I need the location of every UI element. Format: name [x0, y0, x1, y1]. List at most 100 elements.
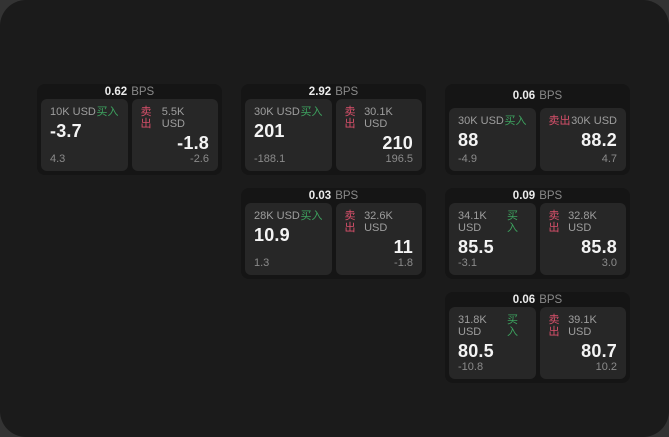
- sell-change: 10.2: [595, 361, 617, 373]
- buy-tile[interactable]: 30K USD 买入 201 -188.1: [245, 99, 332, 171]
- bps-value: 0.09: [512, 189, 536, 202]
- buy-side-label: 买入: [300, 210, 323, 222]
- sell-price: 88.2: [581, 130, 617, 150]
- quote-card: 0.03 BPS 28K USD 买入 10.9 1.3 卖出 32.6K US…: [241, 188, 426, 279]
- bps-unit-label: BPS: [539, 90, 563, 102]
- buy-size: 10K USD: [50, 106, 96, 118]
- buy-change: -4.9: [458, 153, 477, 165]
- sell-side-label: 卖出: [548, 210, 560, 234]
- sell-price: 11: [393, 237, 413, 257]
- buy-tile-header: 34.1K USD 买入: [458, 210, 527, 234]
- bps-value: 0.03: [308, 189, 332, 202]
- buy-price: 201: [254, 121, 285, 141]
- buy-price: 85.5: [458, 237, 494, 257]
- sell-tile-header: 卖出 39.1K USD: [549, 314, 618, 338]
- buy-price: 80.5: [458, 341, 494, 361]
- quote-card: 0.06 BPS 30K USD 买入 88 -4.9 卖出 30K USD: [445, 84, 630, 175]
- sell-tile-header: 卖出 5.5K USD: [141, 106, 210, 130]
- sell-size: 30K USD: [571, 115, 617, 127]
- buy-side-label: 买入: [504, 115, 527, 127]
- buy-change: 4.3: [50, 153, 66, 165]
- sell-tile-header: 卖出 32.6K USD: [345, 210, 414, 234]
- sell-tile[interactable]: 卖出 30K USD 88.2 4.7: [539, 108, 626, 171]
- sell-side-label: 卖出: [344, 210, 356, 234]
- bps-value: 0.06: [512, 90, 536, 102]
- card-header: 0.62 BPS: [37, 84, 222, 99]
- sell-price: 210: [382, 133, 413, 153]
- buy-change: 1.3: [254, 257, 270, 269]
- sell-side-label: 卖出: [140, 106, 152, 130]
- buy-tile-header: 28K USD 买入: [254, 210, 323, 222]
- card-header: 0.03 BPS: [241, 188, 426, 203]
- bps-value: 2.92: [308, 85, 332, 98]
- buy-sell-panels: 34.1K USD 买入 85.5 -3.1 卖出 32.8K USD 85.8…: [449, 203, 626, 275]
- sell-tile[interactable]: 卖出 32.6K USD 11 -1.8: [335, 203, 422, 275]
- quote-card: 0.62 BPS 10K USD 买入 -3.7 4.3 卖出 5.5K USD: [37, 84, 222, 175]
- bps-unit-label: BPS: [335, 189, 359, 202]
- buy-tile-header: 30K USD 买入: [458, 115, 527, 127]
- quote-card: 0.09 BPS 34.1K USD 买入 85.5 -3.1 卖出 32.8K…: [445, 188, 630, 279]
- quote-card: 0.06 BPS 31.8K USD 买入 80.5 -10.8 卖出 39.1…: [445, 292, 630, 383]
- sell-size: 5.5K USD: [161, 106, 185, 130]
- buy-tile[interactable]: 31.8K USD 买入 80.5 -10.8: [449, 307, 536, 379]
- sell-tile-header: 卖出 30.1K USD: [345, 106, 414, 130]
- buy-size: 30K USD: [458, 115, 504, 127]
- sell-side-label: 卖出: [344, 106, 356, 130]
- buy-tile[interactable]: 28K USD 买入 10.9 1.3: [245, 203, 332, 275]
- bps-value: 0.62: [104, 85, 128, 98]
- sell-change: 3.0: [601, 257, 617, 269]
- sell-tile-header: 卖出 32.8K USD: [549, 210, 618, 234]
- card-header: 0.06 BPS: [445, 84, 630, 108]
- buy-sell-panels: 30K USD 买入 88 -4.9 卖出 30K USD 88.2 4.7: [449, 108, 626, 171]
- sell-tile-header: 卖出 30K USD: [549, 115, 618, 127]
- buy-size: 28K USD: [254, 210, 300, 222]
- buy-tile-header: 10K USD 买入: [50, 106, 119, 118]
- sell-side-label: 卖出: [548, 314, 560, 338]
- buy-sell-panels: 31.8K USD 买入 80.5 -10.8 卖出 39.1K USD 80.…: [449, 307, 626, 379]
- buy-price: 10.9: [254, 225, 290, 245]
- quote-card-grid: 0.62 BPS 10K USD 买入 -3.7 4.3 卖出 5.5K USD: [37, 84, 630, 383]
- buy-sell-panels: 28K USD 买入 10.9 1.3 卖出 32.6K USD 11 -1.8: [245, 203, 422, 275]
- buy-change: -188.1: [254, 153, 286, 165]
- buy-tile-header: 30K USD 买入: [254, 106, 323, 118]
- sell-tile[interactable]: 卖出 39.1K USD 80.7 10.2: [539, 307, 626, 379]
- buy-price: 88: [458, 130, 479, 150]
- card-header: 2.92 BPS: [241, 84, 426, 99]
- bps-unit-label: BPS: [131, 85, 155, 98]
- bps-unit-label: BPS: [539, 189, 563, 202]
- sell-size: 39.1K USD: [568, 314, 597, 338]
- card-header: 0.06 BPS: [445, 292, 630, 307]
- sell-size: 30.1K USD: [364, 106, 393, 130]
- sell-side-label: 卖出: [548, 115, 571, 127]
- sell-tile[interactable]: 卖出 32.8K USD 85.8 3.0: [539, 203, 626, 275]
- buy-tile[interactable]: 30K USD 买入 88 -4.9: [449, 108, 536, 171]
- sell-change: -2.6: [190, 153, 209, 165]
- bps-unit-label: BPS: [539, 293, 563, 306]
- buy-size: 31.8K USD: [458, 314, 487, 338]
- sell-change: -1.8: [394, 257, 413, 269]
- card-header: 0.09 BPS: [445, 188, 630, 203]
- bps-unit-label: BPS: [335, 85, 359, 98]
- bps-value: 0.06: [512, 293, 536, 306]
- buy-change: -3.1: [458, 257, 477, 269]
- sell-size: 32.6K USD: [364, 210, 393, 234]
- sell-price: 80.7: [581, 341, 617, 361]
- sell-price: 85.8: [581, 237, 617, 257]
- buy-change: -10.8: [458, 361, 484, 373]
- quote-card: 2.92 BPS 30K USD 买入 201 -188.1 卖出 30.1K …: [241, 84, 426, 175]
- buy-size: 34.1K USD: [458, 210, 487, 234]
- buy-tile[interactable]: 10K USD 买入 -3.7 4.3: [41, 99, 128, 171]
- sell-change: 196.5: [385, 153, 413, 165]
- buy-side-label: 买入: [96, 106, 119, 118]
- sell-tile[interactable]: 卖出 30.1K USD 210 196.5: [335, 99, 422, 171]
- buy-tile-header: 31.8K USD 买入: [458, 314, 527, 338]
- sell-tile[interactable]: 卖出 5.5K USD -1.8 -2.6: [131, 99, 218, 171]
- sell-price: -1.8: [177, 133, 209, 153]
- buy-tile[interactable]: 34.1K USD 买入 85.5 -3.1: [449, 203, 536, 275]
- buy-side-label: 买入: [300, 106, 323, 118]
- buy-price: -3.7: [50, 121, 82, 141]
- buy-size: 30K USD: [254, 106, 300, 118]
- buy-side-label: 买入: [506, 314, 518, 338]
- sell-change: 4.7: [601, 153, 617, 165]
